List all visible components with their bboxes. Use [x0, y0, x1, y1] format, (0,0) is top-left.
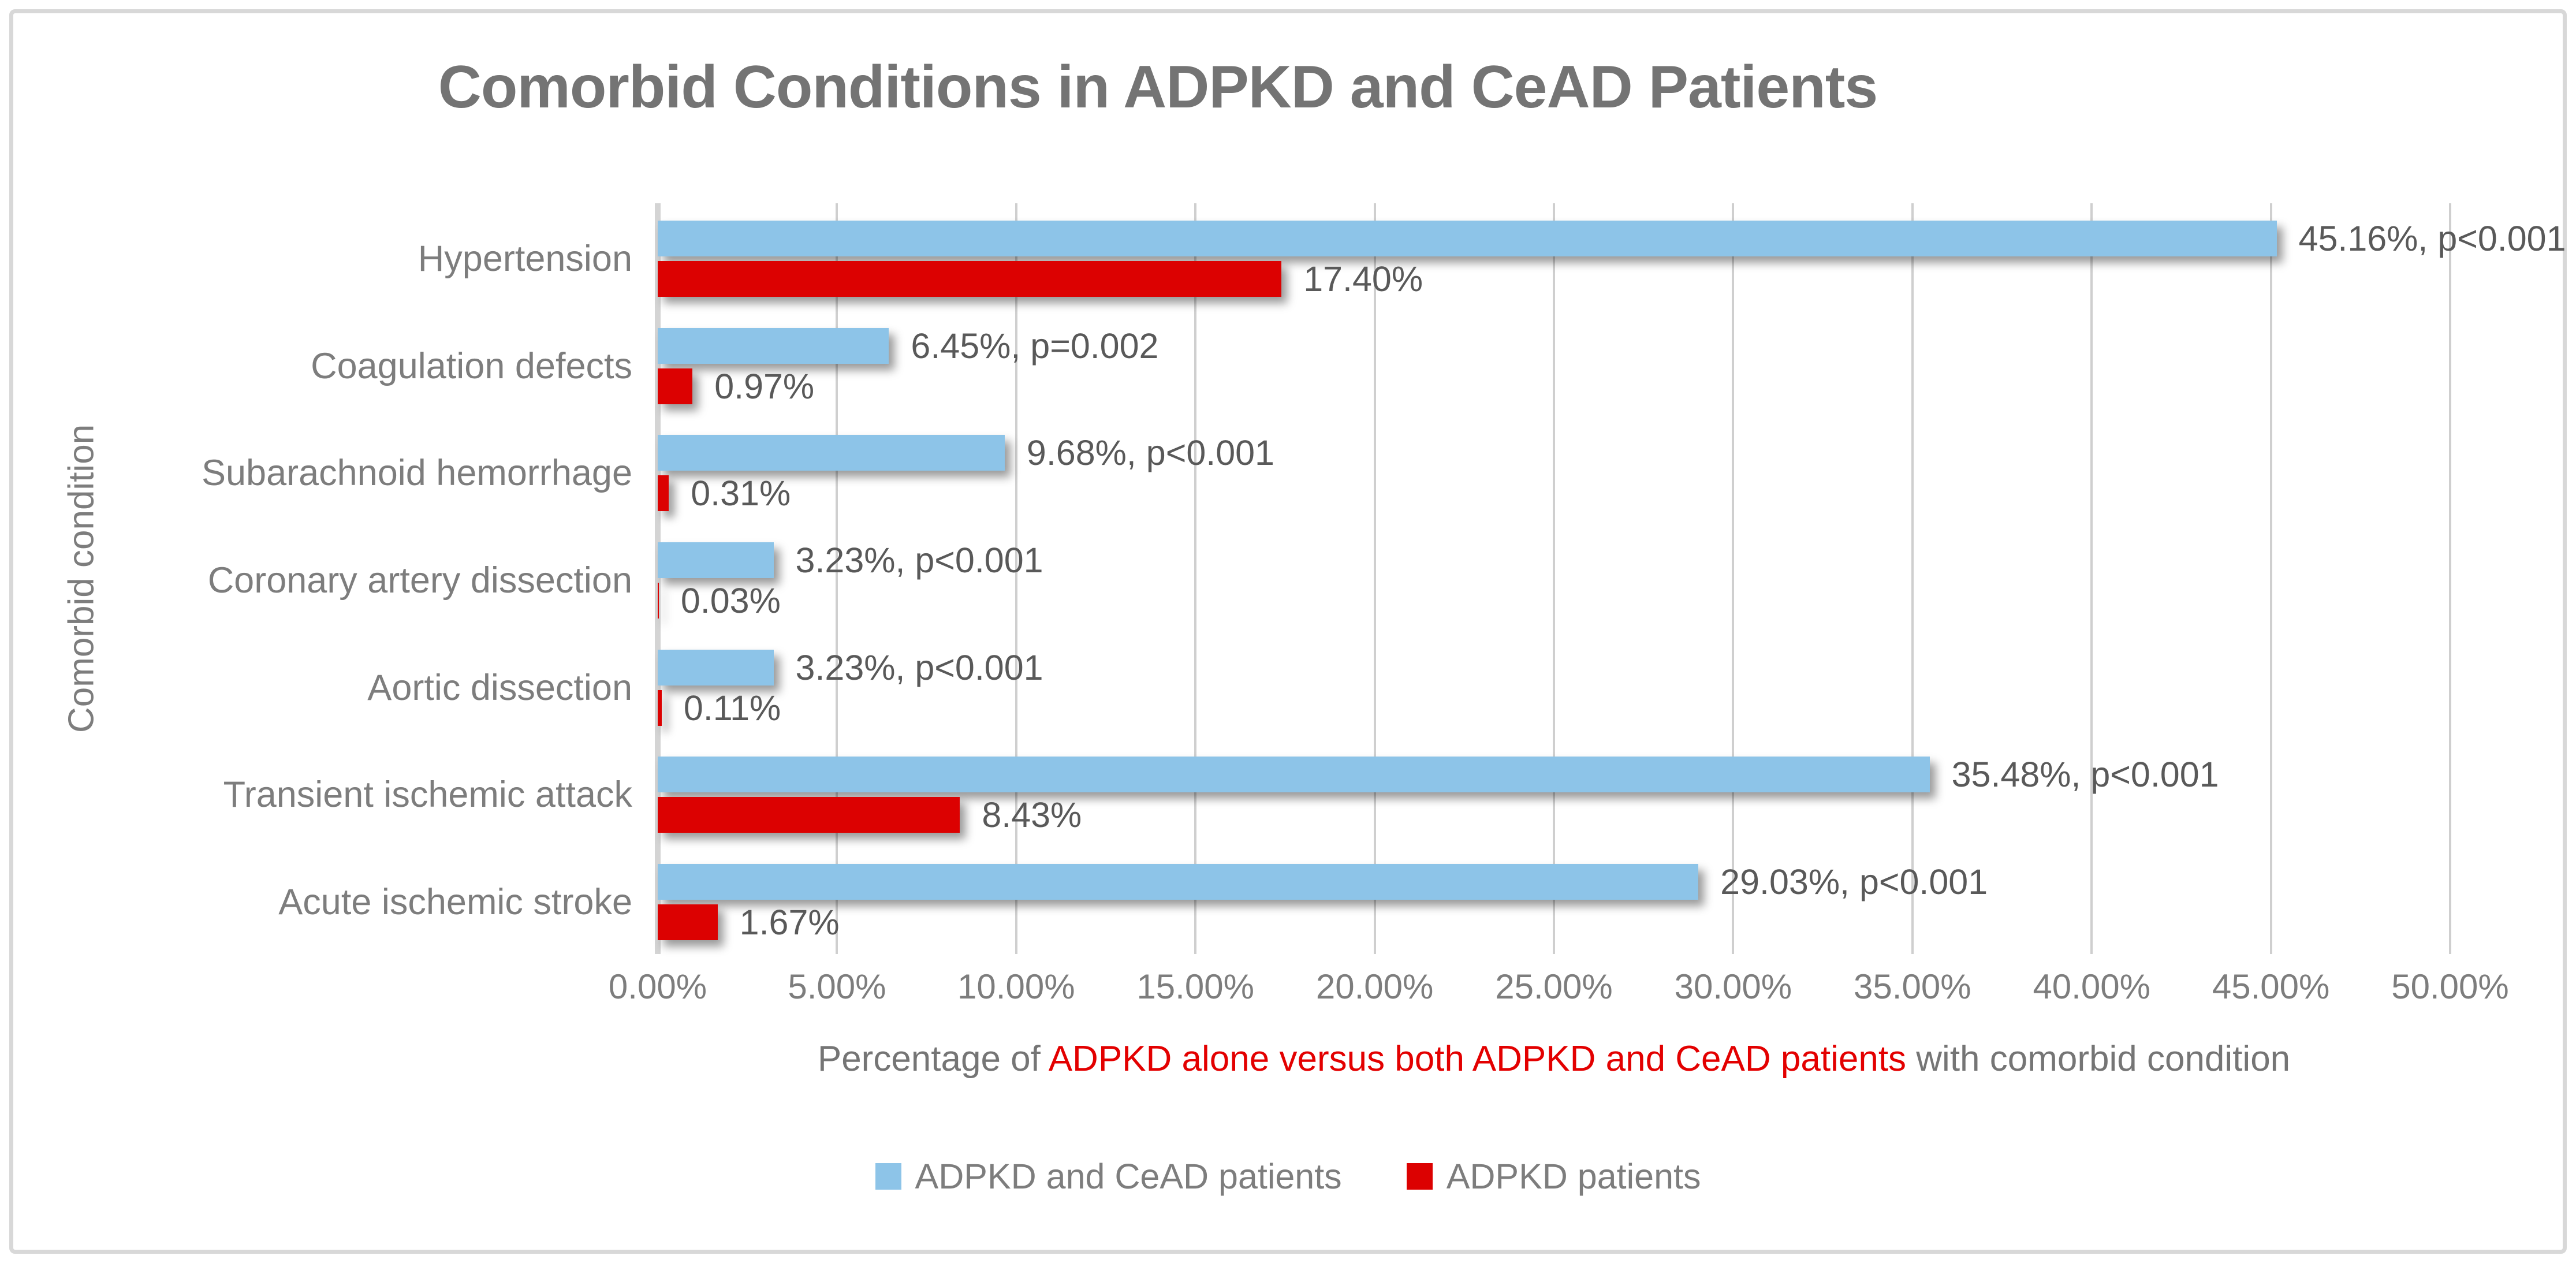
bar-pair: 45.16%, p<0.001 17.40%: [658, 203, 2566, 299]
x-tick-label: 30.00%: [1674, 967, 1792, 1006]
x-tick-label: 10.00%: [957, 967, 1075, 1006]
category-label: Aortic dissection: [367, 667, 632, 708]
x-tick-label: 15.00%: [1136, 967, 1254, 1006]
gridline-40pct: [2090, 203, 2093, 954]
bar-pair: 35.48%, p<0.001 8.43%: [658, 739, 2450, 835]
bar-pair: 3.23%, p<0.001 0.11%: [658, 632, 2450, 728]
bar-adpkd: [658, 475, 669, 512]
bar-adpkd-and-cead: [658, 221, 2277, 256]
bar-value-label: 3.23%, p<0.001: [795, 647, 1043, 687]
legend-swatch-red: [1406, 1163, 1433, 1190]
chart-title: Comorbid Conditions in ADPKD and CeAD Pa…: [438, 54, 1878, 121]
x-tick-label: 5.00%: [788, 967, 886, 1006]
x-axis-title: Percentage of ADPKD alone versus both AD…: [658, 1038, 2450, 1079]
bar-row-hypertension: Hypertension 45.16%, p<0.001 17.40%: [418, 203, 2566, 311]
x-tick-label: 45.00%: [2212, 967, 2330, 1006]
legend-label: ADPKD and CeAD patients: [915, 1157, 1342, 1196]
bar-value-label: 0.11%: [683, 688, 781, 728]
gridline-45pct: [2269, 203, 2272, 954]
bar-row-aortic-dissection: Aortic dissection 3.23%, p<0.001 0.11%: [367, 632, 2450, 740]
bar-value-label: 29.03%, p<0.001: [1720, 862, 1988, 902]
bar-adpkd: [658, 690, 662, 726]
gridline-35pct: [1911, 203, 1914, 954]
bar-row-transient-ischemic-attack: Transient ischemic attack 35.48%, p<0.00…: [223, 739, 2450, 847]
gridline-10pct: [1015, 203, 1017, 954]
bar-adpkd: [658, 261, 1282, 297]
bar-adpkd: [658, 583, 659, 619]
legend-swatch-blue: [875, 1163, 901, 1190]
legend: ADPKD and CeAD patients ADPKD patients: [0, 1156, 2576, 1197]
category-label: Transient ischemic attack: [223, 774, 632, 815]
bar-value-label: 0.31%: [691, 474, 791, 513]
bar-value-label: 9.68%, p<0.001: [1026, 433, 1274, 473]
x-tick-label: 25.00%: [1495, 967, 1613, 1006]
bar-value-label: 1.67%: [739, 903, 840, 942]
x-tick-label: 40.00%: [2033, 967, 2150, 1006]
bar-value-label: 6.45%, p=0.002: [911, 326, 1159, 366]
x-axis-title-suffix: with comorbid condition: [1906, 1039, 2291, 1079]
bar-pair: 29.03%, p<0.001 1.67%: [658, 847, 2450, 942]
bar-value-label: 35.48%, p<0.001: [1951, 755, 2219, 795]
bar-row-coagulation-defects: Coagulation defects 6.45%, p=0.002 0.97%: [311, 311, 2450, 418]
bar-pair: 9.68%, p<0.001 0.31%: [658, 418, 2450, 513]
category-label: Acute ischemic stroke: [278, 882, 632, 923]
legend-entry-adpkd-and-cead: ADPKD and CeAD patients: [875, 1156, 1342, 1197]
bar-row-subarachnoid-hemorrhage: Subarachnoid hemorrhage 9.68%, p<0.001 0…: [202, 418, 2450, 525]
bar-value-label: 0.97%: [714, 366, 815, 406]
bar-pair: 6.45%, p=0.002 0.97%: [658, 311, 2450, 406]
x-tick-label: 0.00%: [608, 967, 707, 1006]
bar-row-coronary-artery-dissection: Coronary artery dissection 3.23%, p<0.00…: [208, 525, 2450, 632]
legend-label: ADPKD patients: [1446, 1157, 1701, 1196]
bar-adpkd-and-cead: [658, 542, 774, 579]
x-tick-label: 50.00%: [2391, 967, 2509, 1006]
x-axis-title-prefix: Percentage of: [817, 1039, 1049, 1079]
bar-adpkd: [658, 904, 718, 941]
x-axis-title-highlight: ADPKD alone versus both ADPKD and CeAD p…: [1048, 1039, 1907, 1079]
x-axis-ticks: 0.00% 5.00% 10.00% 15.00% 20.00% 25.00% …: [609, 967, 2509, 1007]
category-label: Hypertension: [417, 239, 632, 279]
bar-adpkd: [658, 797, 960, 833]
gridline-50pct: [2449, 203, 2451, 954]
bar-row-acute-ischemic-stroke: Acute ischemic stroke 29.03%, p<0.001 1.…: [278, 847, 2450, 954]
bar-value-label: 8.43%: [982, 795, 1082, 835]
gridline-25pct: [1553, 203, 1555, 954]
gridline-5pct: [836, 203, 838, 954]
bar-value-label: 17.40%: [1303, 259, 1423, 299]
bar-pair: 3.23%, p<0.001 0.03%: [658, 525, 2450, 621]
gridline-30pct: [1732, 203, 1735, 954]
plot-area: Hypertension 45.16%, p<0.001 17.40% Coag…: [202, 203, 2566, 954]
category-label: Subarachnoid hemorrhage: [201, 453, 632, 494]
bar-adpkd-and-cead: [658, 649, 774, 685]
bar-rows: Hypertension 45.16%, p<0.001 17.40% Coag…: [202, 203, 2566, 954]
category-label: Coagulation defects: [311, 345, 632, 386]
bar-adpkd-and-cead: [658, 327, 889, 364]
category-label: Coronary artery dissection: [207, 560, 632, 601]
y-axis-line: [655, 203, 661, 954]
bar-adpkd: [658, 368, 693, 404]
bar-adpkd-and-cead: [658, 864, 1699, 900]
x-tick-label: 35.00%: [1854, 967, 1971, 1006]
bar-adpkd-and-cead: [658, 435, 1005, 471]
y-axis-title: Comorbid condition: [61, 424, 102, 733]
bar-adpkd-and-cead: [658, 757, 1930, 793]
gridline-15pct: [1194, 203, 1197, 954]
bar-value-label: 45.16%, p<0.001: [2298, 219, 2566, 258]
bar-value-label: 0.03%: [680, 581, 781, 621]
bar-value-label: 3.23%, p<0.001: [795, 541, 1043, 580]
legend-entry-adpkd: ADPKD patients: [1406, 1156, 1701, 1197]
x-tick-label: 20.00%: [1315, 967, 1434, 1006]
gridline-20pct: [1373, 203, 1376, 954]
